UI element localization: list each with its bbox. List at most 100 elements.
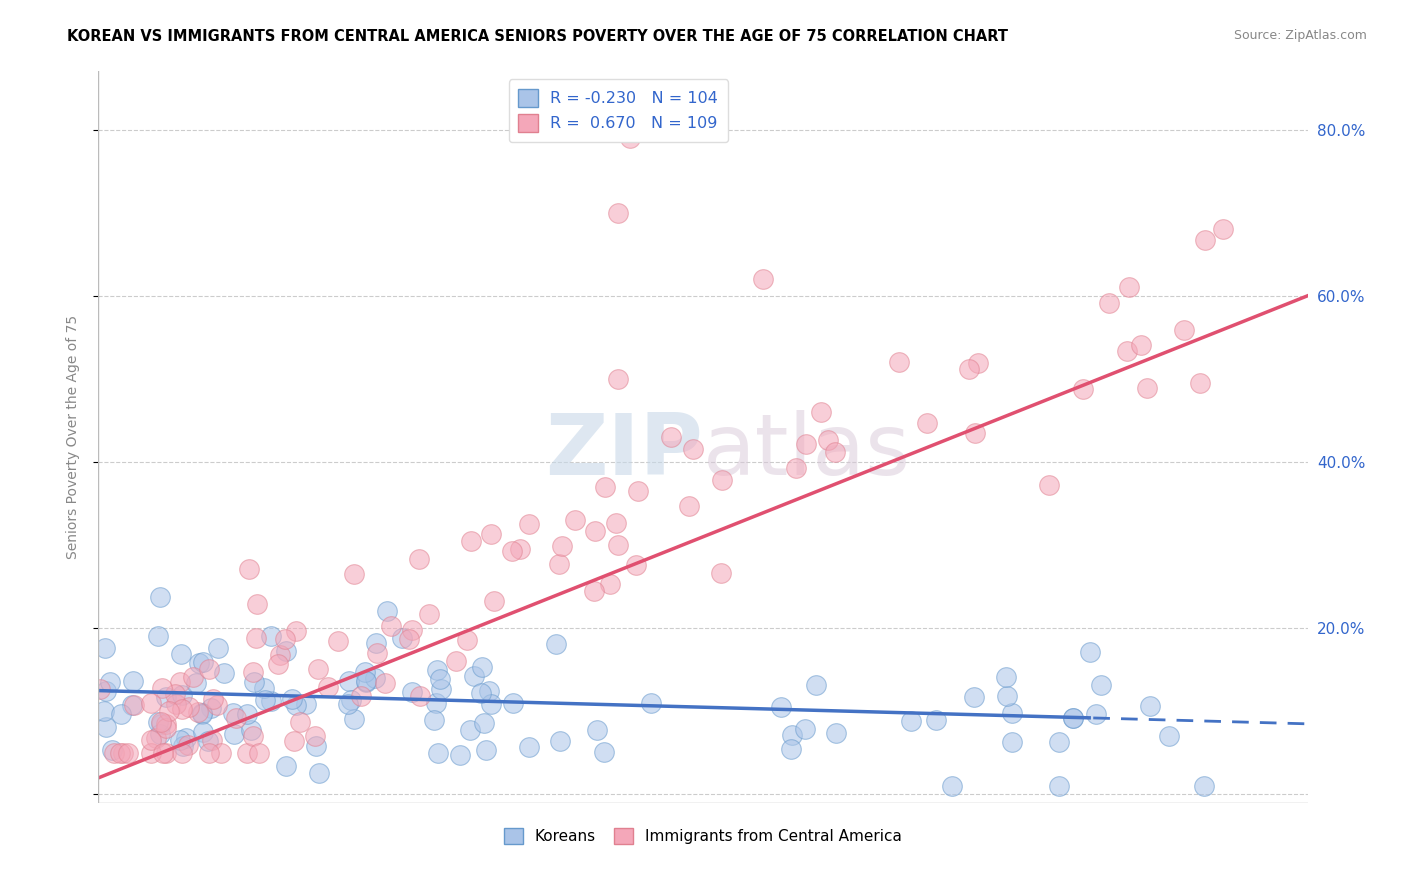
Point [108,746,131,760]
Point [207,640,229,655]
Point [1047,779,1070,793]
Point [190,706,212,720]
Point [478,684,501,698]
Point [780,728,803,742]
Point [1047,734,1070,748]
Point [201,692,224,706]
Point [274,644,297,658]
Point [482,594,505,608]
Point [157,704,180,718]
Point [995,689,1018,703]
Point [1118,280,1140,294]
Point [245,632,267,646]
Point [1062,711,1084,725]
Point [957,361,980,376]
Point [994,670,1017,684]
Point [165,697,187,711]
Point [963,426,986,441]
Point [599,577,621,591]
Point [479,697,502,711]
Point [427,746,450,760]
Point [582,583,605,598]
Point [785,460,807,475]
Point [627,483,650,498]
Point [925,713,948,727]
Point [266,657,288,671]
Point [366,646,388,660]
Point [191,656,214,670]
Point [249,746,271,760]
Point [145,731,167,745]
Point [141,746,163,760]
Point [606,538,628,552]
Point [155,690,177,705]
Point [449,748,471,763]
Point [117,746,139,760]
Point [274,759,297,773]
Point [149,727,172,741]
Point [139,696,162,710]
Point [794,722,817,736]
Point [353,665,375,680]
Point [155,722,177,736]
Point [339,693,361,707]
Point [458,723,481,737]
Point [780,742,803,756]
Point [181,670,204,684]
Point [509,542,531,557]
Point [112,746,135,760]
Point [426,664,449,678]
Point [172,688,194,702]
Point [1194,233,1216,247]
Point [967,355,990,369]
Point [152,746,174,760]
Point [246,597,269,611]
Point [165,687,187,701]
Point [260,694,283,708]
Point [564,513,586,527]
Point [804,678,827,692]
Point [170,746,193,760]
Point [242,729,264,743]
Point [401,684,423,698]
Point [583,524,606,539]
Point [343,712,366,726]
Point [212,665,235,680]
Point [593,480,616,494]
Point [941,779,963,793]
Point [274,632,297,646]
Point [479,526,502,541]
Point [170,702,193,716]
Point [305,739,328,754]
Point [770,699,793,714]
Point [201,732,224,747]
Point [170,647,193,661]
Text: ZIP: ZIP [546,410,703,493]
Point [659,430,682,444]
Point [1001,735,1024,749]
Text: KOREAN VS IMMIGRANTS FROM CENTRAL AMERICA SENIORS POVERTY OVER THE AGE OF 75 COR: KOREAN VS IMMIGRANTS FROM CENTRAL AMERIC… [67,29,1008,44]
Y-axis label: Seniors Poverty Over the Age of 75: Seniors Poverty Over the Age of 75 [66,315,80,559]
Point [423,713,446,727]
Point [150,717,173,731]
Point [94,720,117,734]
Point [752,272,775,286]
Point [316,681,339,695]
Point [197,746,219,760]
Point [149,590,172,604]
Point [308,766,330,780]
Point [710,473,733,487]
Point [184,675,207,690]
Point [94,683,117,698]
Point [222,706,245,721]
Point [122,674,145,689]
Point [456,633,478,648]
Point [401,623,423,637]
Point [243,674,266,689]
Point [155,717,177,731]
Point [288,714,311,729]
Point [354,675,377,690]
Point [425,696,447,710]
Point [93,704,115,718]
Point [409,689,432,703]
